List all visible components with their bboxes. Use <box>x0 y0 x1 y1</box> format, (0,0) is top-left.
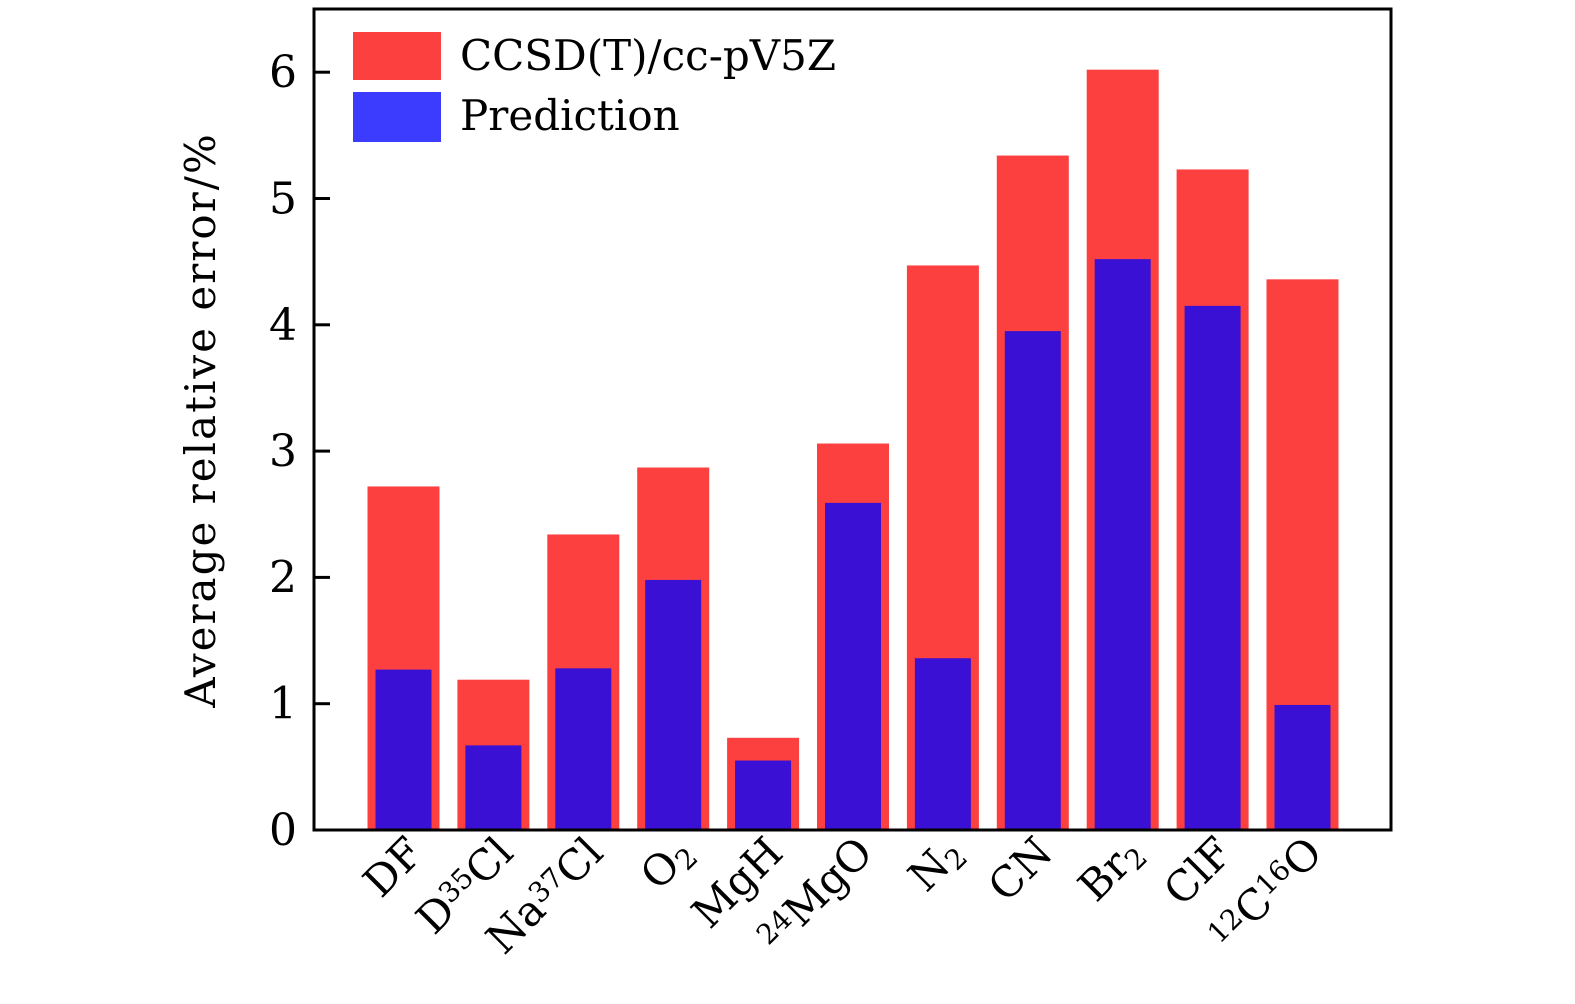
legend-swatch-prediction <box>353 92 441 142</box>
y-tick-label: 5 <box>269 174 297 225</box>
y-tick-label: 2 <box>269 552 297 603</box>
y-tick-label: 6 <box>269 47 297 98</box>
legend: CCSD(T)/cc-pV5Z Prediction <box>353 31 836 142</box>
y-axis-label: Average relative error/% <box>176 132 225 709</box>
bar-prediction-na37cl <box>555 668 612 830</box>
legend-label-ccsd: CCSD(T)/cc-pV5Z <box>460 31 836 80</box>
x-tick-label: Br2 <box>1068 827 1153 912</box>
legend-swatch-ccsd <box>353 32 441 80</box>
bar-prediction-12c16o <box>1274 704 1331 830</box>
bar-prediction-n2 <box>914 658 971 830</box>
plot-frame <box>312 7 1393 832</box>
y-tick-label: 4 <box>269 300 297 351</box>
bar-prediction-o2 <box>645 579 702 830</box>
x-tick-label: CN <box>979 827 1062 910</box>
bar-prediction-df <box>375 669 432 830</box>
bar-prediction-mgh <box>735 760 792 830</box>
y-tick-label: 1 <box>269 679 297 730</box>
y-axis-ticks: 0 1 2 3 4 5 6 <box>269 47 330 856</box>
bar-prediction-clf <box>1184 305 1241 831</box>
x-tick-label: N2 <box>899 827 974 902</box>
bar-prediction-br2 <box>1094 259 1151 830</box>
x-tick-label: O2 <box>631 827 704 900</box>
bar-prediction-cn <box>1004 331 1061 830</box>
y-tick-label: 3 <box>269 426 297 477</box>
y-tick-label: 0 <box>269 805 297 856</box>
bar-prediction-24mgo <box>825 502 881 830</box>
bar-prediction-d35cl <box>465 745 522 830</box>
legend-label-prediction: Prediction <box>460 91 680 140</box>
series-prediction-bars <box>375 259 1331 831</box>
